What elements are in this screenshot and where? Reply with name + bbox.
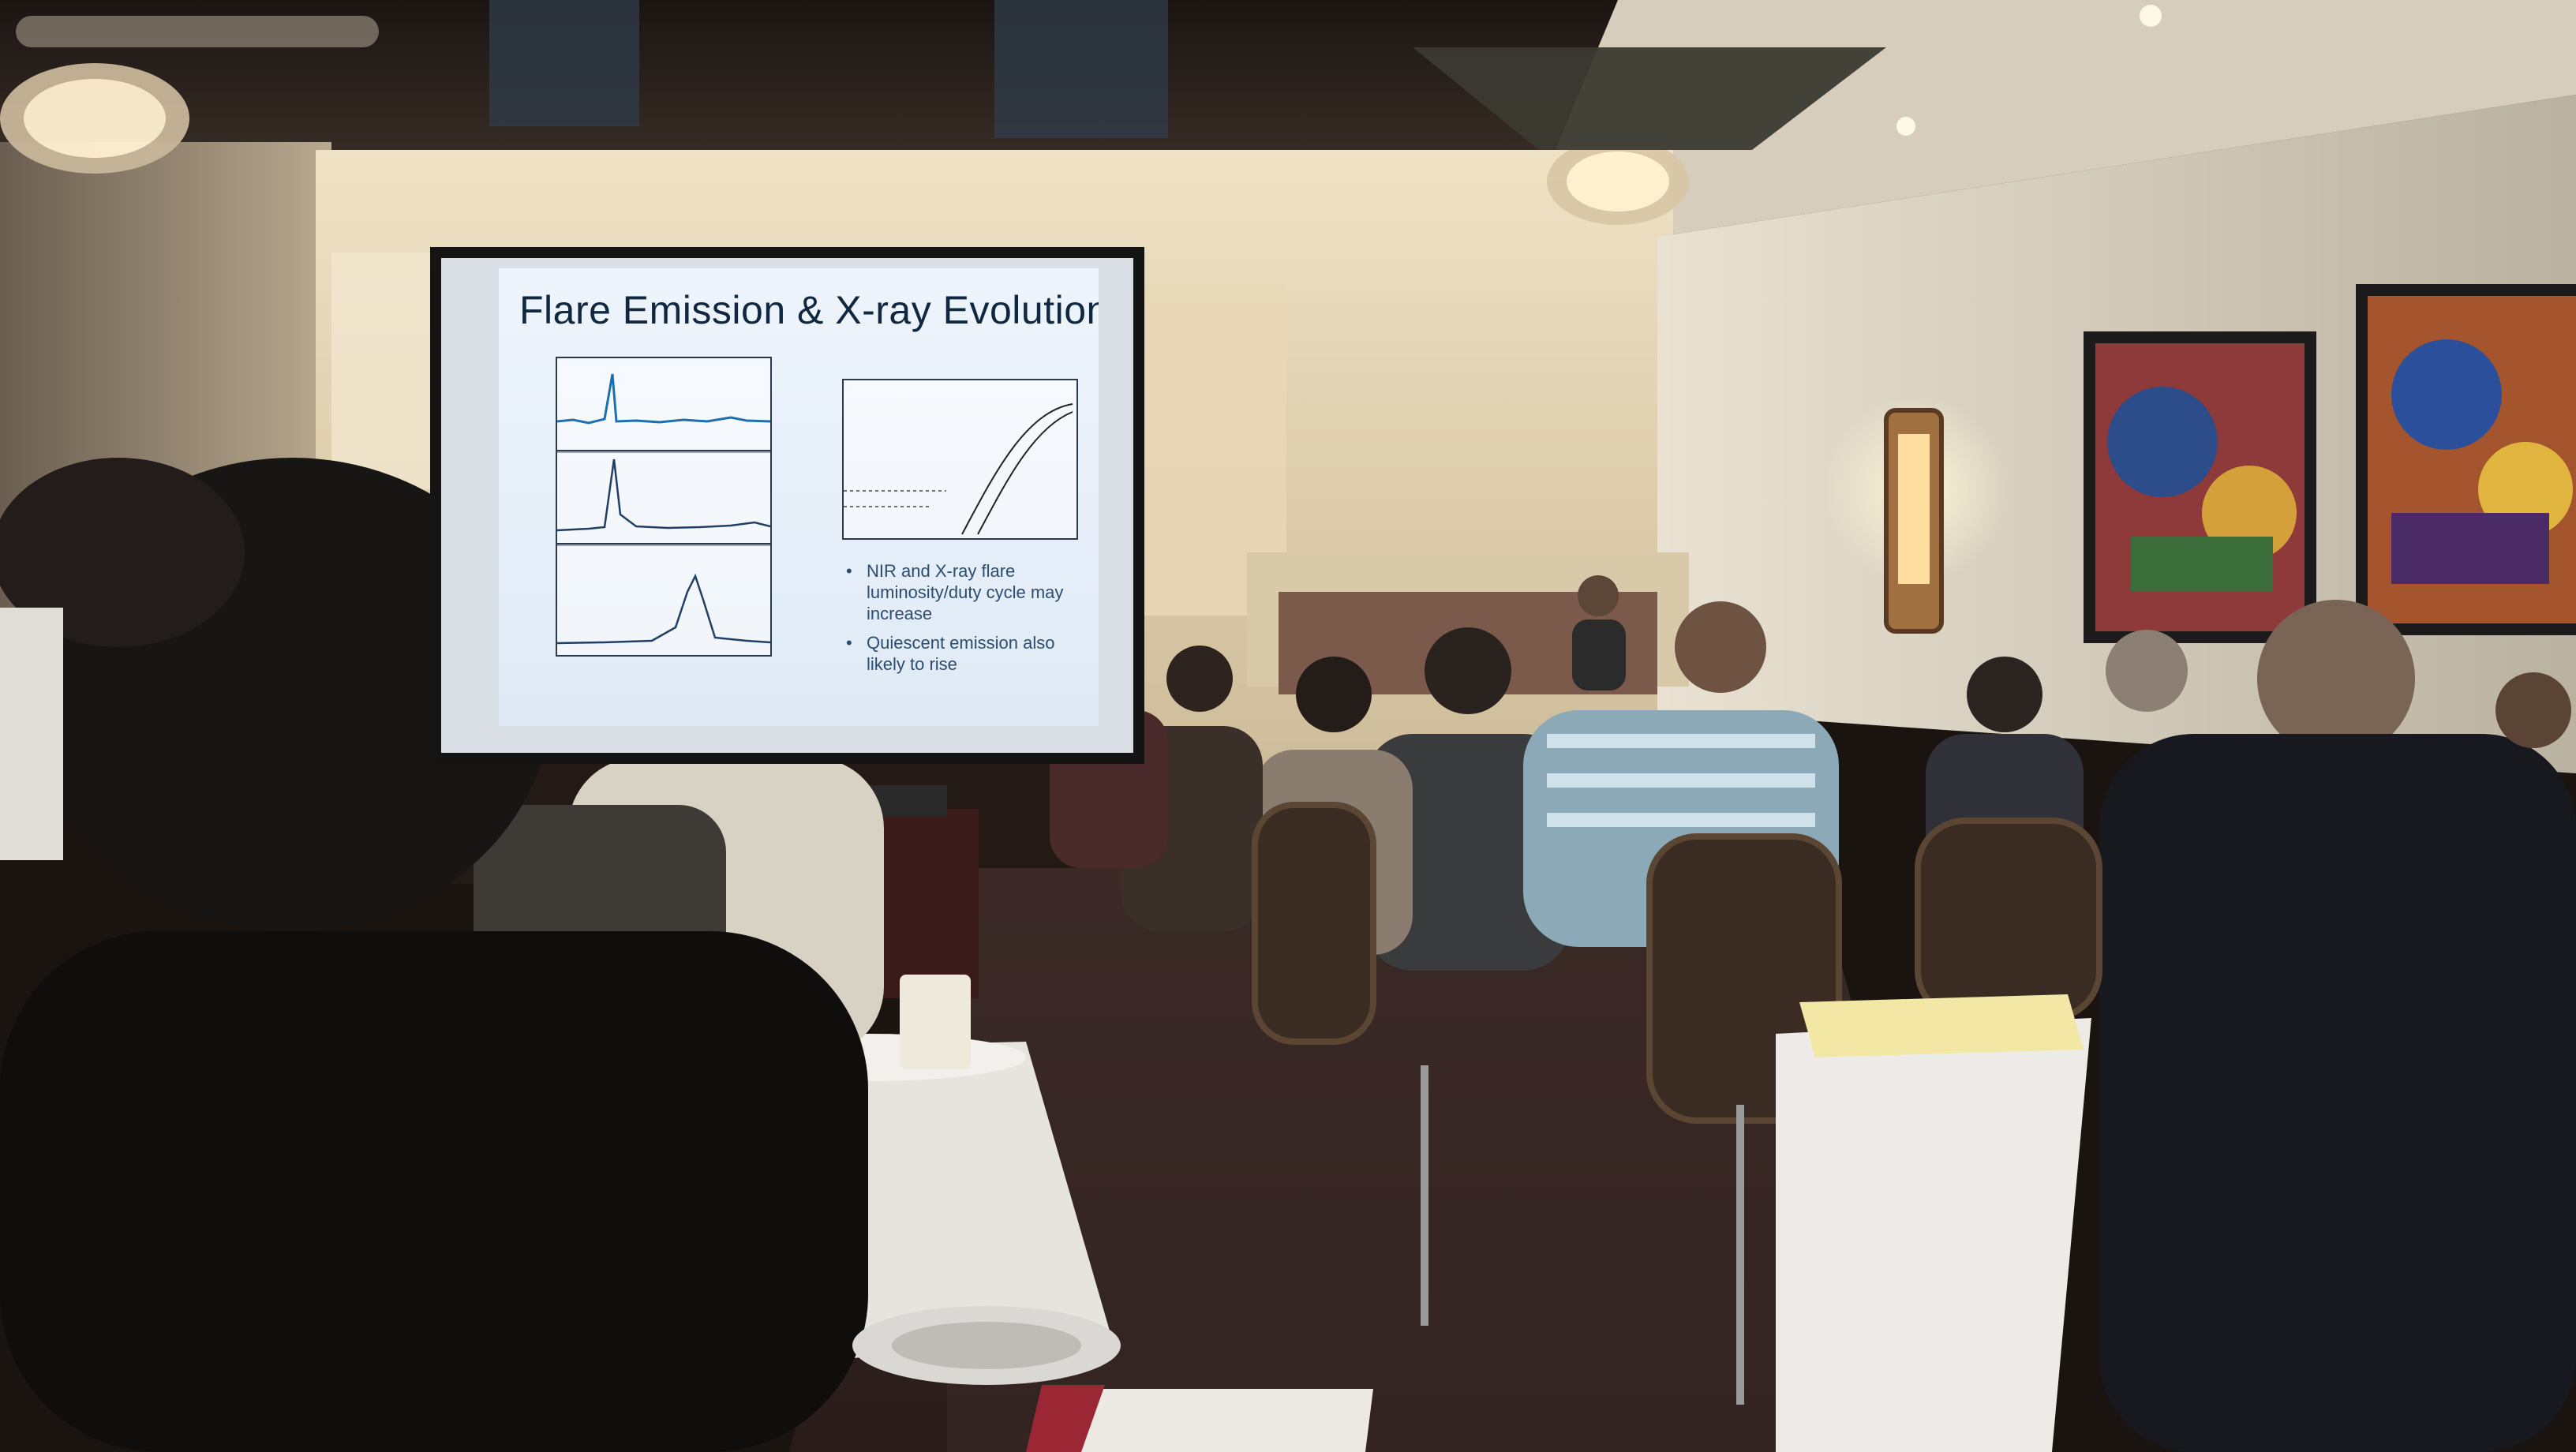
slide-title: Flare Emission & X-ray Evolution	[519, 288, 1099, 332]
slide-bullet-text: NIR and X-ray flare luminosity/duty cycl…	[867, 561, 1064, 623]
evolution-curves	[844, 403, 1073, 535]
light-curve-panel-middle	[556, 450, 772, 546]
light-curve-panel-bottom	[556, 543, 772, 657]
light-curve-trace-bottom	[556, 573, 771, 645]
evolution-plot	[842, 379, 1078, 540]
slide-bullet-list: • NIR and X-ray flare luminosity/duty cy…	[846, 560, 1091, 683]
slide-bullet: • NIR and X-ray flare luminosity/duty cy…	[846, 560, 1091, 624]
slide-bullet-text: Quiescent emission also likely to rise	[867, 633, 1055, 674]
presentation-slide: Flare Emission & X-ray Evolution • NIR a…	[499, 268, 1099, 726]
light-curve-trace-top	[556, 373, 771, 425]
bullet-glyph: •	[846, 633, 852, 653]
bullet-glyph: •	[846, 561, 852, 581]
slide-bullet: • Quiescent emission also likely to rise	[846, 632, 1091, 675]
light-curve-panel-top	[556, 357, 772, 453]
light-curve-trace-middle	[556, 458, 771, 532]
